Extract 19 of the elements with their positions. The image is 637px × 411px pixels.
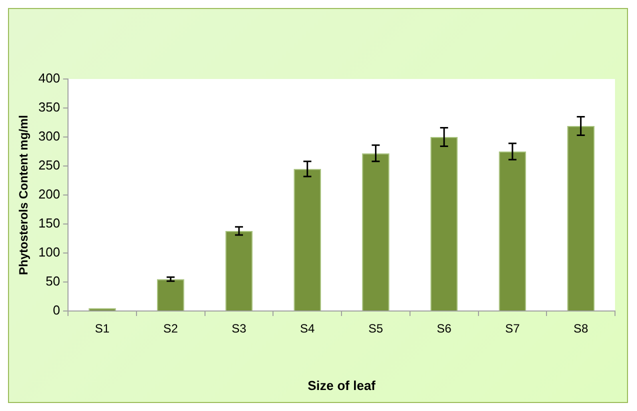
x-tick-label: S2 bbox=[163, 322, 178, 336]
y-tick-label: 250 bbox=[38, 158, 60, 173]
y-tick-label: 400 bbox=[38, 70, 60, 86]
x-tick-label: S8 bbox=[573, 322, 588, 336]
x-tick-label: S5 bbox=[368, 322, 384, 336]
y-tick-label: 300 bbox=[38, 128, 60, 144]
y-tick-label: 150 bbox=[38, 216, 60, 231]
y-tick-label: 200 bbox=[38, 186, 60, 202]
y-tick-label: 50 bbox=[46, 274, 60, 289]
x-tick-label: S3 bbox=[232, 322, 247, 336]
x-tick-label: S6 bbox=[436, 322, 452, 336]
y-tick-label: 0 bbox=[52, 302, 60, 318]
x-tick-label: S1 bbox=[94, 322, 110, 336]
y-tick-label: 350 bbox=[38, 100, 60, 115]
y-tick-label: 100 bbox=[38, 244, 60, 260]
x-tick-label: S4 bbox=[300, 322, 316, 336]
y-axis-title: Phytosterols Content mg/ml bbox=[16, 114, 31, 276]
x-tick-label: S7 bbox=[505, 322, 520, 336]
x-axis-title: Size of leaf bbox=[308, 378, 376, 393]
